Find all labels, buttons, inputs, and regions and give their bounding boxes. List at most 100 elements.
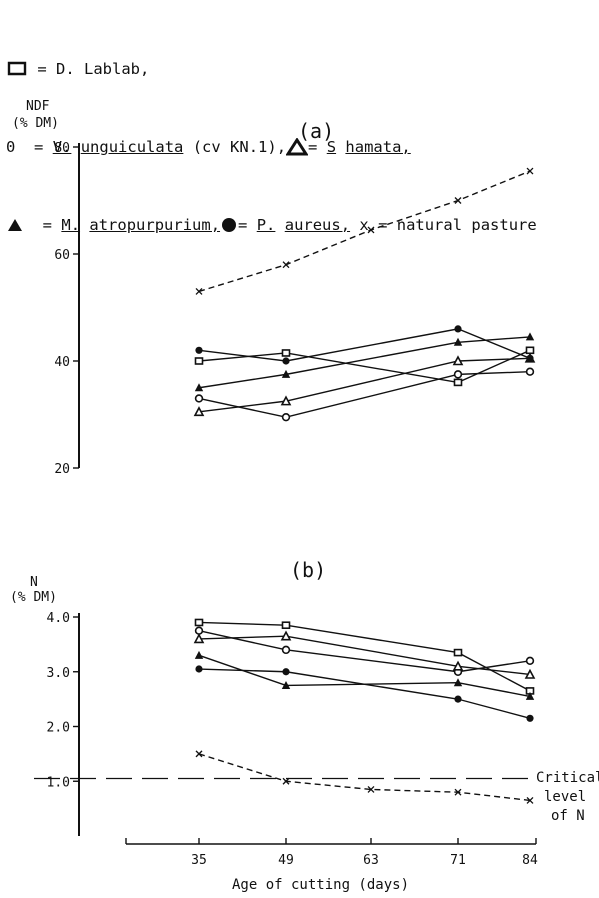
critical-label-line3: of N [551, 808, 585, 824]
panel-a-y-tick-label-3: 20 [54, 462, 70, 477]
panel-a-axes: 80 60 40 20 [54, 141, 80, 477]
legend-line-2: 0 = V. unguiculata (cv KN.1), = S hamata… [6, 134, 537, 160]
legend-atro-species: atropurpurium, [89, 216, 221, 234]
open-square-icon [7, 61, 27, 76]
panel-b-ylabel-line2: (% DM) [10, 590, 57, 605]
panel-a-series-s-hamata [193, 352, 536, 417]
panel-b-x-tick-label-0: 35 [191, 853, 207, 868]
open-triangle-icon [286, 138, 309, 156]
legend-atro-eq: = [42, 216, 53, 234]
panel-b-point-v-unguiculata-cv-kn-84 [525, 656, 535, 665]
panel-a-line-m-atropurpurium [198, 336, 531, 389]
legend-vigna-species: unguiculata [80, 138, 184, 156]
panel-b-xlabel: Age of cutting (days) [232, 877, 409, 893]
panel-b-y-tick-label-2: 2.0 [47, 721, 70, 736]
panel-a-point-natural-pasture-35-stroke-b [195, 287, 203, 295]
panel-b-ylabel-line1: N [30, 575, 38, 590]
panel-a-point-p-aureus-84 [526, 354, 534, 362]
panel-b-series-d-lablab [194, 618, 535, 695]
panel-a-line-v-unguiculata-cv-kn [198, 371, 531, 418]
panel-b-x-tick-label-2: 63 [363, 853, 379, 868]
panel-b-point-d-lablab-35 [194, 618, 204, 627]
panel-b-series-v-unguiculata-cv-kn [194, 626, 535, 676]
panel-b-y-tick-label-0: 4.0 [47, 611, 70, 626]
panel-a-line-s-hamata [198, 357, 531, 413]
panel-b-point-natural-pasture-35-stroke-b [195, 750, 203, 758]
panel-a-point-natural-pasture-71-stroke-b [454, 197, 462, 204]
panel-a-y-tick-label-0: 80 [54, 141, 70, 156]
panel-a-plot [193, 167, 536, 422]
panel-a-point-v-unguiculata-cv-kn-35 [194, 394, 204, 403]
panel-b-point-v-unguiculata-cv-kn-35 [194, 626, 204, 635]
legend-aureus-species: aureus, [284, 216, 351, 234]
panel-a-line-d-lablab [198, 349, 531, 384]
legend-aureus-genus: P. [256, 216, 276, 234]
panel-b-point-m-atropurpurium-35 [194, 650, 204, 659]
panel-a-ylabel-line2: (% DM) [12, 116, 59, 131]
legend-hamata-species: hamata, [345, 138, 411, 156]
panel-b-point-s-hamata-49 [280, 630, 292, 641]
panel-b-series-m-atropurpurium [194, 650, 535, 700]
filled-circle-icon [222, 218, 237, 232]
panel-a-title: (a) [298, 119, 334, 143]
panel-b-y-tick-label-1: 3.0 [47, 666, 70, 681]
panel-b-point-v-unguiculata-cv-kn-49 [281, 645, 291, 655]
panel-a-point-d-lablab-71 [453, 378, 463, 387]
panel-a-point-d-lablab-84 [525, 346, 535, 355]
panel-a-point-p-aureus-49 [282, 357, 290, 365]
legend: = D. Lablab, 0 = V. unguiculata (cv KN.1… [6, 4, 537, 264]
panel-b-point-p-aureus-71 [454, 695, 462, 703]
panel-a-point-s-hamata-35 [193, 406, 205, 417]
panel-a-point-v-unguiculata-cv-kn-71 [453, 370, 463, 379]
panel-a-point-v-unguiculata-cv-kn-84 [525, 367, 535, 376]
panel-b-title: (b) [290, 558, 326, 582]
panel-b-point-m-atropurpurium-84 [525, 691, 535, 700]
panel-a-point-m-atropurpurium-71 [453, 337, 463, 346]
panel-a-point-m-atropurpurium-49 [281, 369, 291, 378]
panel-a-point-natural-pasture-71 [454, 197, 462, 204]
panel-b-line-d-lablab [198, 621, 531, 692]
panel-b-y-tick-label-3: 1.0 [47, 775, 70, 790]
legend-aureus-eq: = [238, 216, 248, 234]
panel-b-point-m-atropurpurium-71 [453, 678, 463, 687]
panel-b-point-s-hamata-84 [524, 668, 536, 679]
legend-vigna-genus: V. [52, 138, 72, 156]
panel-b-point-natural-pasture-71 [454, 788, 462, 796]
panel-b-series-natural-pasture [195, 750, 534, 804]
panel-a-point-d-lablab-49 [281, 349, 291, 357]
legend-vigna-eq: = [34, 138, 44, 156]
panel-a-point-p-aureus-71 [454, 325, 462, 333]
panel-b-plot [193, 618, 536, 804]
panel-a-series-d-lablab [194, 346, 535, 387]
panel-a-line-p-aureus [198, 328, 531, 362]
panel-b-series-s-hamata [193, 630, 536, 679]
panel-a-series-p-aureus [195, 325, 534, 365]
panel-b-point-natural-pasture-35 [195, 750, 203, 758]
panel-b-point-natural-pasture-63 [367, 786, 375, 793]
panel-a-point-natural-pasture-49-stroke-b [282, 261, 290, 269]
legend-hamata-eq: = [308, 138, 318, 156]
legend-vigna-symbol: 0 [6, 138, 16, 156]
panel-a-line-natural-pasture [198, 170, 531, 293]
panel-a-point-natural-pasture-63 [367, 226, 375, 234]
panel-b-line-natural-pasture [198, 753, 531, 802]
panel-b-point-p-aureus-49 [282, 668, 290, 676]
panel-b-x-tick-label-4: 84 [522, 853, 538, 868]
panel-b-x-tick-label-1: 49 [278, 853, 294, 868]
panel-b-line-v-unguiculata-cv-kn [198, 630, 531, 673]
legend-pasture-text: x = natural pasture [359, 216, 537, 234]
panel-a-point-v-unguiculata-cv-kn-49 [281, 412, 291, 422]
panel-b-point-natural-pasture-49 [282, 777, 290, 785]
panel-b-point-natural-pasture-84-stroke-b [526, 796, 534, 804]
panel-a-point-natural-pasture-35 [195, 287, 203, 295]
panel-b-line-s-hamata [198, 635, 531, 676]
panel-b-point-d-lablab-71 [453, 648, 463, 657]
critical-label-line2: level [544, 789, 586, 805]
panel-a-point-natural-pasture-84 [526, 167, 534, 175]
panel-a-y-tick-label-2: 40 [54, 355, 70, 370]
panel-b-axes: 4.0 3.0 2.0 1.0 35 49 63 71 84 [34, 611, 538, 868]
panel-a-point-p-aureus-35 [195, 346, 203, 354]
panel-a-series-v-unguiculata-cv-kn [194, 367, 535, 422]
panel-b-point-s-hamata-35 [193, 633, 205, 644]
panel-a-point-m-atropurpurium-35 [194, 383, 204, 392]
